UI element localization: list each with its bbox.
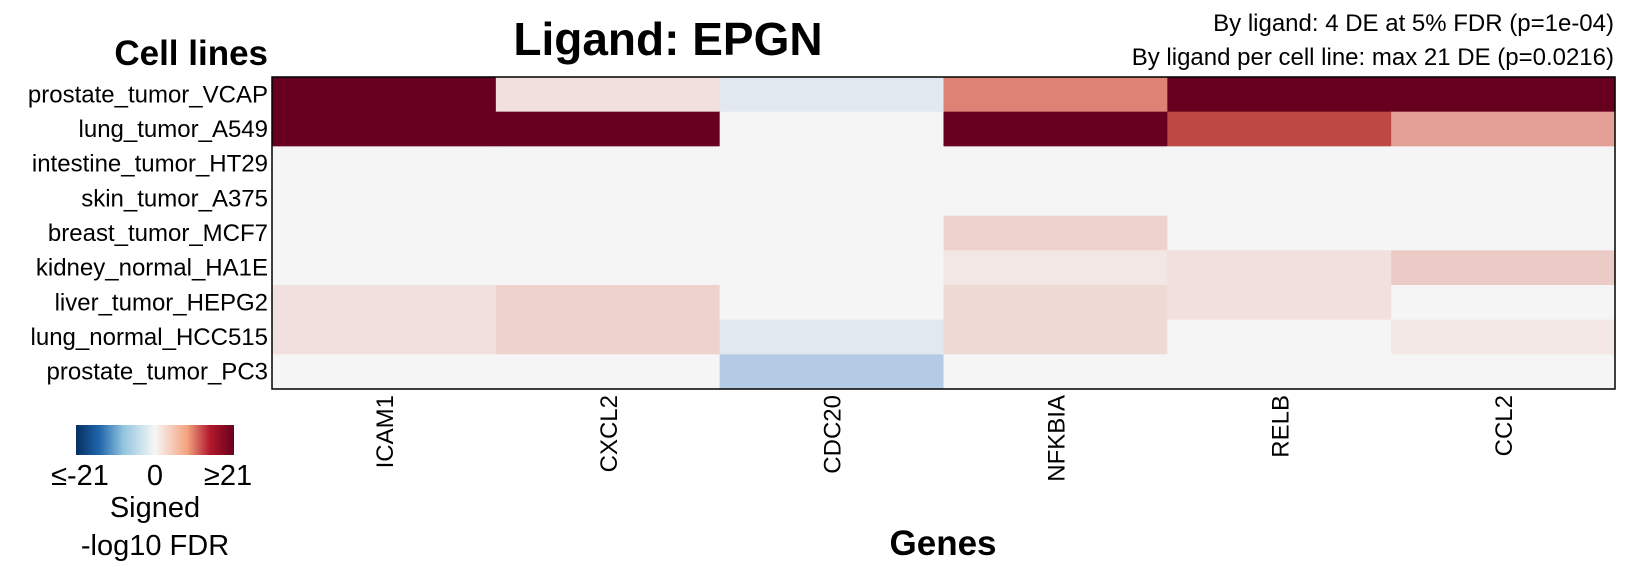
column-label: ICAM1	[372, 395, 399, 468]
heatmap-cell	[1391, 319, 1616, 355]
heatmap-cell	[272, 319, 497, 355]
heatmap-cell	[495, 77, 721, 113]
legend-max-label: ≥21	[204, 460, 252, 492]
heatmap-cell	[272, 215, 497, 251]
heatmap-cell	[1167, 319, 1392, 355]
plot-border	[271, 76, 1616, 390]
legend-gradient-bar	[76, 425, 234, 455]
row-label: kidney_normal_HA1E	[36, 255, 268, 282]
heatmap-cell	[719, 285, 945, 321]
heatmap-cell	[1391, 181, 1616, 217]
heatmap-cell	[272, 146, 497, 182]
legend-title-line-1: Signed	[110, 492, 200, 524]
chart-subtitle-2: By ligand per cell line: max 21 DE (p=0.…	[1132, 44, 1614, 71]
heatmap-cell	[943, 111, 1168, 147]
heatmap-cell	[272, 285, 497, 321]
heatmap-cell	[719, 146, 945, 182]
heatmap-cell	[719, 319, 945, 355]
row-label: skin_tumor_A375	[81, 185, 268, 212]
y-axis-title: Cell lines	[114, 34, 268, 73]
heatmap-cell	[719, 181, 945, 217]
column-labels: ICAM1 CXCL2 CDC20 NFKBIA RELB CCL2	[372, 395, 1518, 482]
row-label: intestine_tumor_HT29	[32, 151, 268, 178]
row-label: lung_tumor_A549	[79, 116, 268, 143]
heatmap-cell	[1391, 77, 1616, 113]
heatmap-cell	[495, 250, 721, 286]
heatmap-cell	[272, 250, 497, 286]
heatmap-cell	[943, 250, 1168, 286]
heatmap-cell	[495, 181, 721, 217]
heatmap-cell	[943, 146, 1168, 182]
color-legend: ≤-21 0 ≥21 Signed -log10 FDR	[51, 425, 252, 562]
heatmap-cell	[1167, 215, 1392, 251]
heatmap-cell	[943, 181, 1168, 217]
heatmap-cell	[943, 285, 1168, 321]
column-label: CXCL2	[596, 395, 623, 472]
heatmap-cell	[1167, 111, 1392, 147]
heatmap-cell	[495, 146, 721, 182]
legend-title-line-2: -log10 FDR	[81, 530, 229, 562]
row-labels: prostate_tumor_VCAP lung_tumor_A549intest…	[28, 81, 268, 385]
heatmap-cells	[272, 77, 1616, 390]
row-label: liver_tumor_HEPG2	[55, 289, 268, 316]
heatmap-cell	[1167, 77, 1392, 113]
row-label: lung_normal_HCC515	[31, 324, 268, 351]
heatmap-cell	[943, 354, 1168, 390]
heatmap-cell	[1167, 354, 1392, 390]
heatmap-cell	[1167, 285, 1392, 321]
x-axis-title: Genes	[890, 524, 997, 563]
heatmap-cell	[1391, 354, 1616, 390]
heatmap-cell	[1167, 181, 1392, 217]
heatmap-cell	[495, 215, 721, 251]
row-label: prostate_tumor_PC3	[47, 359, 268, 386]
heatmap-cell	[943, 319, 1168, 355]
heatmap-cell	[272, 111, 497, 147]
legend-mid-label: 0	[147, 460, 163, 492]
heatmap-cell	[272, 354, 497, 390]
heatmap-cell	[495, 319, 721, 355]
chart-subtitle-1: By ligand: 4 DE at 5% FDR (p=1e-04)	[1213, 10, 1614, 37]
heatmap-cell	[1167, 250, 1392, 286]
heatmap-cell	[495, 111, 721, 147]
heatmap-cell	[1391, 215, 1616, 251]
heatmap-cell	[272, 77, 497, 113]
row-label: prostate_tumor_VCAP	[28, 81, 268, 108]
column-label: NFKBIA	[1043, 395, 1070, 482]
heatmap-cell	[1167, 146, 1392, 182]
heatmap-cell	[719, 250, 945, 286]
heatmap-cell	[495, 285, 721, 321]
heatmap-cell	[1391, 146, 1616, 182]
heatmap-cell	[719, 77, 945, 113]
column-label: CDC20	[820, 395, 847, 474]
heatmap-cell	[1391, 111, 1616, 147]
row-label: breast_tumor_MCF7	[48, 220, 268, 247]
legend-min-label: ≤-21	[51, 460, 109, 492]
chart-title: Ligand: EPGN	[513, 13, 822, 65]
heatmap-cell	[495, 354, 721, 390]
heatmap-cell	[719, 215, 945, 251]
heatmap-cell	[272, 181, 497, 217]
heatmap-cell	[943, 215, 1168, 251]
heatmap-cell	[1391, 285, 1616, 321]
heatmap-cell	[1391, 250, 1616, 286]
heatmap-cell	[719, 111, 945, 147]
column-label: RELB	[1267, 395, 1294, 458]
heatmap-cell	[719, 354, 945, 390]
column-label: CCL2	[1491, 395, 1518, 456]
heatmap-cell	[943, 77, 1168, 113]
